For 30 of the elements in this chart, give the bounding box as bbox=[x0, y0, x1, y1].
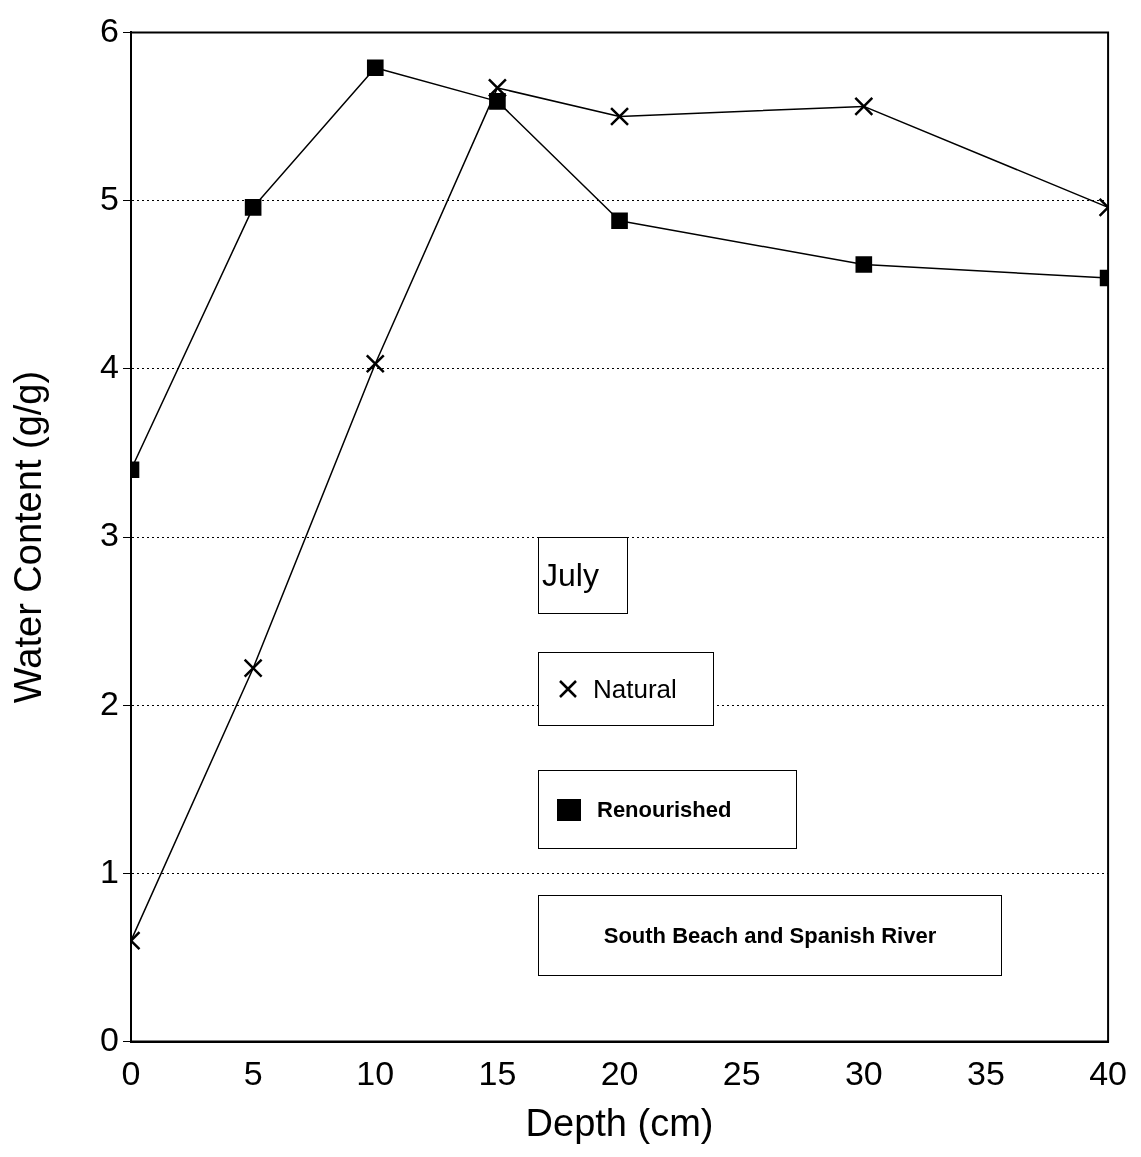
point bbox=[366, 59, 384, 77]
note-box: July bbox=[538, 537, 628, 614]
x-tick-label: 20 bbox=[600, 1054, 639, 1093]
legend-box: Natural bbox=[538, 652, 714, 726]
legend-label: Renourished bbox=[597, 796, 732, 823]
y-tick-label: 4 bbox=[100, 347, 119, 386]
legend-box: Renourished bbox=[538, 770, 797, 849]
x-tick-label: 35 bbox=[967, 1054, 1005, 1093]
x-tick-label: 15 bbox=[478, 1054, 517, 1093]
y-axis-title: Water Content (g/g) bbox=[7, 370, 50, 704]
y-tick-label: 5 bbox=[100, 178, 119, 217]
x-tick-label: 30 bbox=[844, 1054, 883, 1093]
x-tick-label: 40 bbox=[1089, 1054, 1127, 1093]
point bbox=[609, 106, 630, 127]
y-tick-label: 1 bbox=[100, 851, 119, 890]
x-axis-title: Depth (cm) bbox=[525, 1101, 714, 1144]
point bbox=[244, 199, 262, 216]
x-tick-label: 25 bbox=[722, 1054, 761, 1093]
x-tick-label: 10 bbox=[356, 1054, 395, 1093]
note-box: South Beach and Spanish River bbox=[538, 895, 1002, 976]
legend-label: Natural bbox=[593, 673, 677, 705]
y-tick-label: 6 bbox=[100, 10, 119, 49]
x-tick-label: 5 bbox=[243, 1054, 263, 1093]
point bbox=[243, 658, 263, 678]
y-tick-label: 3 bbox=[100, 515, 119, 554]
point bbox=[487, 78, 508, 98]
point bbox=[365, 354, 386, 374]
y-tick-label: 2 bbox=[100, 683, 119, 722]
y-tick-label: 0 bbox=[100, 1019, 119, 1058]
point bbox=[611, 212, 628, 230]
